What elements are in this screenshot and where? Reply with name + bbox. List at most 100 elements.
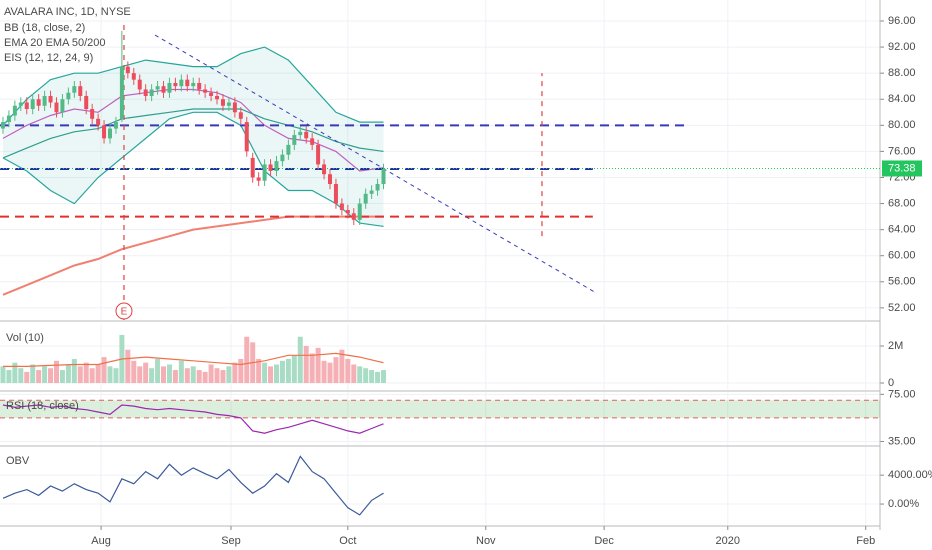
- volume-bar: [166, 364, 172, 384]
- candle-body: [108, 128, 112, 139]
- indicator-line: [2, 404, 384, 434]
- candle-body: [149, 89, 154, 96]
- y-tick-label: 92.00: [888, 41, 916, 53]
- volume-bar: [24, 371, 30, 384]
- volume-bar: [0, 366, 6, 384]
- volume-bar: [53, 360, 59, 384]
- volume-bar: [101, 357, 107, 384]
- volume-bar: [220, 370, 226, 384]
- volume-bar: [149, 368, 155, 384]
- last-price-box: [882, 160, 922, 177]
- candle-body: [102, 125, 107, 139]
- volume-bar: [357, 366, 363, 384]
- candle-body: [72, 86, 77, 93]
- candle-body: [274, 161, 279, 171]
- volume-bar: [12, 362, 18, 384]
- y-tick-label: 64.00: [888, 224, 916, 236]
- earnings-label: E: [121, 307, 128, 318]
- x-tick-label: Aug: [91, 535, 111, 547]
- candle-body: [232, 102, 237, 113]
- volume-bar: [226, 366, 232, 384]
- volume-bar: [339, 349, 345, 384]
- y-tick-label: 35.00: [888, 435, 916, 447]
- volume-bar: [327, 362, 333, 384]
- candle-body: [203, 89, 208, 93]
- candle-body: [333, 183, 338, 204]
- candle-body: [113, 122, 118, 129]
- candle-body: [155, 86, 160, 90]
- volume-bar: [30, 364, 36, 384]
- volume-bar: [107, 366, 113, 384]
- volume-bar: [143, 362, 149, 384]
- candle-body: [286, 144, 291, 155]
- candle-body: [30, 99, 35, 110]
- volume-bar: [345, 358, 351, 384]
- candle-body: [125, 66, 130, 74]
- volume-bar: [71, 358, 77, 384]
- y-tick-label: 84.00: [888, 93, 916, 105]
- volume-bar: [59, 370, 65, 384]
- volume-bar: [131, 360, 137, 384]
- volume-bar: [309, 353, 315, 384]
- y-tick-label: 88.00: [888, 67, 916, 79]
- candle-body: [363, 193, 368, 204]
- volume-bar: [321, 360, 327, 384]
- volume-bar: [214, 368, 220, 384]
- candle-body: [268, 164, 273, 171]
- volume-bar: [279, 360, 285, 384]
- volume-bar: [297, 336, 303, 384]
- candle-body: [304, 131, 309, 139]
- candle-body: [197, 82, 202, 90]
- candle-body: [42, 95, 47, 106]
- candle-body: [36, 99, 41, 106]
- candle-body: [226, 102, 231, 106]
- volume-bar: [77, 366, 83, 384]
- candle-body: [238, 112, 243, 119]
- candle-body: [250, 157, 255, 178]
- volume-bar: [113, 368, 119, 384]
- volume-bar: [89, 368, 95, 384]
- y-tick-label: 4000.00%: [888, 469, 932, 481]
- candle-body: [316, 144, 321, 165]
- candle-body: [262, 164, 267, 181]
- volume-bar: [48, 368, 54, 384]
- bollinger-upper: [2, 46, 384, 126]
- candle-body: [18, 102, 23, 106]
- volume-bar: [268, 366, 274, 384]
- volume-bar: [172, 370, 178, 384]
- candle-body: [381, 168, 386, 184]
- candle-body: [137, 79, 142, 90]
- x-tick-label: 2020: [716, 535, 740, 547]
- candle-body: [6, 115, 11, 123]
- indicator-line: [2, 455, 384, 516]
- x-tick-label: Dec: [594, 535, 614, 547]
- y-tick-label: 56.00: [888, 276, 916, 288]
- volume-bar: [303, 346, 309, 384]
- volume-bar: [232, 362, 238, 384]
- earnings-marker[interactable]: [115, 302, 133, 320]
- y-tick-label: 0: [888, 377, 894, 389]
- candle-body: [256, 177, 261, 181]
- candle-body: [280, 154, 285, 162]
- candle-body: [78, 86, 83, 96]
- candle-body: [215, 95, 220, 100]
- candle-body: [328, 174, 332, 184]
- candle-body: [298, 131, 303, 136]
- legend-entry: EIS (12, 12, 24, 9): [4, 52, 93, 64]
- volume-bar: [18, 368, 24, 384]
- bollinger-fill: [2, 47, 384, 227]
- volume-bar: [190, 366, 196, 384]
- candle-body: [357, 203, 362, 220]
- volume-bar: [65, 364, 71, 384]
- candle-body: [161, 86, 166, 93]
- chart-title: AVALARA INC, 1D, NYSE: [4, 6, 131, 18]
- volume-bar: [238, 358, 244, 384]
- legend-entry: EMA 20 EMA 50/200: [4, 37, 106, 49]
- candle-body: [90, 109, 95, 119]
- candle-body: [66, 92, 71, 100]
- y-tick-label: 75.00: [888, 388, 916, 400]
- candle-body: [24, 102, 29, 110]
- candle-body: [173, 82, 178, 87]
- volume-bar: [351, 364, 357, 384]
- volume-bar: [262, 362, 268, 384]
